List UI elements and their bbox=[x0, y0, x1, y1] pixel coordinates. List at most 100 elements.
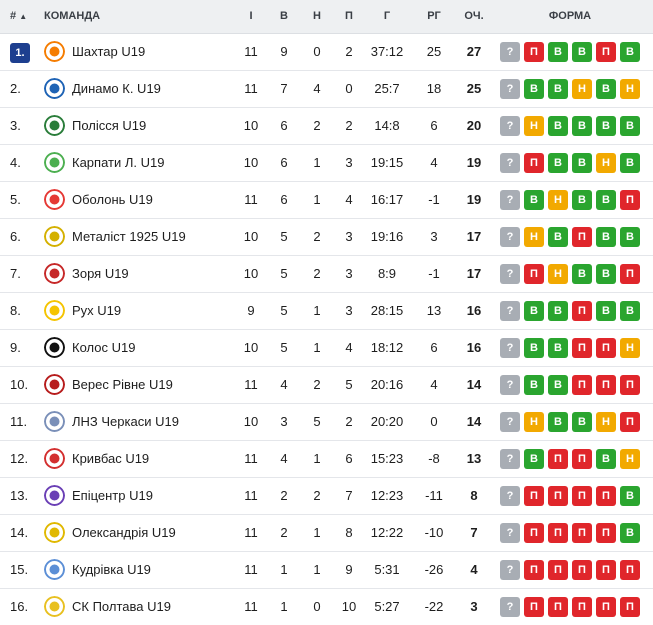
form-loss[interactable]: П bbox=[596, 523, 616, 543]
form-loss[interactable]: П bbox=[620, 190, 640, 210]
form-draw[interactable]: Н bbox=[596, 153, 616, 173]
form-loss[interactable]: П bbox=[620, 597, 640, 617]
form-loss[interactable]: П bbox=[572, 227, 592, 247]
form-win[interactable]: В bbox=[524, 190, 544, 210]
header-goals[interactable]: Г bbox=[383, 10, 391, 22]
form-loss[interactable]: П bbox=[572, 375, 592, 395]
header-drawn[interactable]: Н bbox=[313, 10, 321, 22]
form-next-match[interactable]: ? bbox=[500, 190, 520, 210]
form-win[interactable]: В bbox=[524, 449, 544, 469]
form-win[interactable]: В bbox=[524, 79, 544, 99]
header-rank[interactable]: # ▲ bbox=[10, 10, 28, 22]
form-next-match[interactable]: ? bbox=[500, 486, 520, 506]
form-win[interactable]: В bbox=[620, 153, 640, 173]
form-win[interactable]: В bbox=[596, 449, 616, 469]
table-row[interactable]: 11. ЛНЗ Черкаси U19 10 3 5 2 20:20 0 14? Н В В Н П bbox=[0, 404, 653, 441]
form-loss[interactable]: П bbox=[572, 338, 592, 358]
table-row[interactable]: 4. Карпати Л. U19 10 6 1 3 19:15 4 19? П В В Н В bbox=[0, 145, 653, 182]
form-next-match[interactable]: ? bbox=[500, 79, 520, 99]
team-name[interactable]: ЛНЗ Черкаси U19 bbox=[72, 414, 179, 429]
form-loss[interactable]: П bbox=[572, 449, 592, 469]
table-row[interactable]: 3. Полісся U19 10 6 2 2 14:8 6 20? Н В В В В bbox=[0, 108, 653, 145]
form-loss[interactable]: П bbox=[548, 523, 568, 543]
form-loss[interactable]: П bbox=[572, 301, 592, 321]
form-loss[interactable]: П bbox=[524, 523, 544, 543]
table-row[interactable]: 10. Верес Рівне U19 11 4 2 5 20:16 4 14? В В П П П bbox=[0, 367, 653, 404]
form-win[interactable]: В bbox=[548, 79, 568, 99]
table-row[interactable]: 15. Кудрівка U19 11 1 1 9 5:31 -26 4? П П П П П bbox=[0, 552, 653, 589]
form-win[interactable]: В bbox=[620, 227, 640, 247]
form-loss[interactable]: П bbox=[620, 412, 640, 432]
team-name[interactable]: Металіст 1925 U19 bbox=[72, 229, 186, 244]
form-win[interactable]: В bbox=[548, 42, 568, 62]
team-name[interactable]: Олександрія U19 bbox=[72, 525, 176, 540]
team-name[interactable]: Колос U19 bbox=[72, 340, 136, 355]
form-next-match[interactable]: ? bbox=[500, 560, 520, 580]
team-name[interactable]: СК Полтава U19 bbox=[72, 599, 171, 614]
team-name[interactable]: Рух U19 bbox=[72, 303, 122, 318]
header-won[interactable]: В bbox=[280, 10, 288, 22]
header-goal-diff[interactable]: РГ bbox=[427, 10, 441, 22]
form-draw[interactable]: Н bbox=[524, 227, 544, 247]
table-row[interactable]: 1. Шахтар U19 11 9 0 2 37:12 25 27? П В В П В bbox=[0, 34, 653, 71]
form-win[interactable]: В bbox=[596, 190, 616, 210]
form-loss[interactable]: П bbox=[524, 597, 544, 617]
form-win[interactable]: В bbox=[572, 42, 592, 62]
form-loss[interactable]: П bbox=[596, 375, 616, 395]
form-loss[interactable]: П bbox=[572, 560, 592, 580]
form-win[interactable]: В bbox=[572, 190, 592, 210]
form-loss[interactable]: П bbox=[524, 42, 544, 62]
form-win[interactable]: В bbox=[620, 523, 640, 543]
table-row[interactable]: 13. Епіцентр U19 11 2 2 7 12:23 -11 8? П П П П В bbox=[0, 478, 653, 515]
table-row[interactable]: 7. Зоря U19 10 5 2 3 8:9 -1 17? П Н В В П bbox=[0, 256, 653, 293]
form-win[interactable]: В bbox=[548, 227, 568, 247]
form-win[interactable]: В bbox=[572, 153, 592, 173]
form-next-match[interactable]: ? bbox=[500, 597, 520, 617]
form-loss[interactable]: П bbox=[548, 597, 568, 617]
form-draw[interactable]: Н bbox=[524, 116, 544, 136]
form-next-match[interactable]: ? bbox=[500, 449, 520, 469]
form-next-match[interactable]: ? bbox=[500, 227, 520, 247]
form-loss[interactable]: П bbox=[548, 560, 568, 580]
team-name[interactable]: Кудрівка U19 bbox=[72, 562, 151, 577]
form-loss[interactable]: П bbox=[620, 375, 640, 395]
table-row[interactable]: 16. СК Полтава U19 11 1 0 10 5:27 -22 3? П П П П П bbox=[0, 589, 653, 625]
form-next-match[interactable]: ? bbox=[500, 264, 520, 284]
form-win[interactable]: В bbox=[596, 116, 616, 136]
table-row[interactable]: 2. Динамо К. U19 11 7 4 0 25:7 18 25? В В Н В Н bbox=[0, 71, 653, 108]
form-win[interactable]: В bbox=[620, 486, 640, 506]
form-loss[interactable]: П bbox=[524, 560, 544, 580]
table-row[interactable]: 9. Колос U19 10 5 1 4 18:12 6 16? В В П П Н bbox=[0, 330, 653, 367]
form-loss[interactable]: П bbox=[524, 486, 544, 506]
form-draw[interactable]: Н bbox=[572, 79, 592, 99]
form-loss[interactable]: П bbox=[572, 597, 592, 617]
header-lost[interactable]: П bbox=[345, 10, 353, 22]
form-next-match[interactable]: ? bbox=[500, 153, 520, 173]
form-draw[interactable]: Н bbox=[548, 190, 568, 210]
header-points[interactable]: ОЧ. bbox=[464, 10, 484, 22]
header-played[interactable]: І bbox=[249, 10, 253, 22]
form-draw[interactable]: Н bbox=[548, 264, 568, 284]
form-win[interactable]: В bbox=[596, 79, 616, 99]
form-draw[interactable]: Н bbox=[620, 79, 640, 99]
form-loss[interactable]: П bbox=[548, 449, 568, 469]
form-win[interactable]: В bbox=[620, 116, 640, 136]
form-loss[interactable]: П bbox=[620, 560, 640, 580]
form-next-match[interactable]: ? bbox=[500, 42, 520, 62]
form-loss[interactable]: П bbox=[596, 338, 616, 358]
team-name[interactable]: Зоря U19 bbox=[72, 266, 129, 281]
form-draw[interactable]: Н bbox=[620, 338, 640, 358]
form-next-match[interactable]: ? bbox=[500, 523, 520, 543]
form-loss[interactable]: П bbox=[596, 42, 616, 62]
form-loss[interactable]: П bbox=[548, 486, 568, 506]
form-next-match[interactable]: ? bbox=[500, 338, 520, 358]
form-win[interactable]: В bbox=[548, 116, 568, 136]
form-win[interactable]: В bbox=[524, 301, 544, 321]
form-win[interactable]: В bbox=[596, 227, 616, 247]
form-loss[interactable]: П bbox=[572, 523, 592, 543]
form-next-match[interactable]: ? bbox=[500, 412, 520, 432]
form-win[interactable]: В bbox=[572, 412, 592, 432]
team-name[interactable]: Шахтар U19 bbox=[72, 44, 146, 59]
form-next-match[interactable]: ? bbox=[500, 116, 520, 136]
form-next-match[interactable]: ? bbox=[500, 301, 520, 321]
